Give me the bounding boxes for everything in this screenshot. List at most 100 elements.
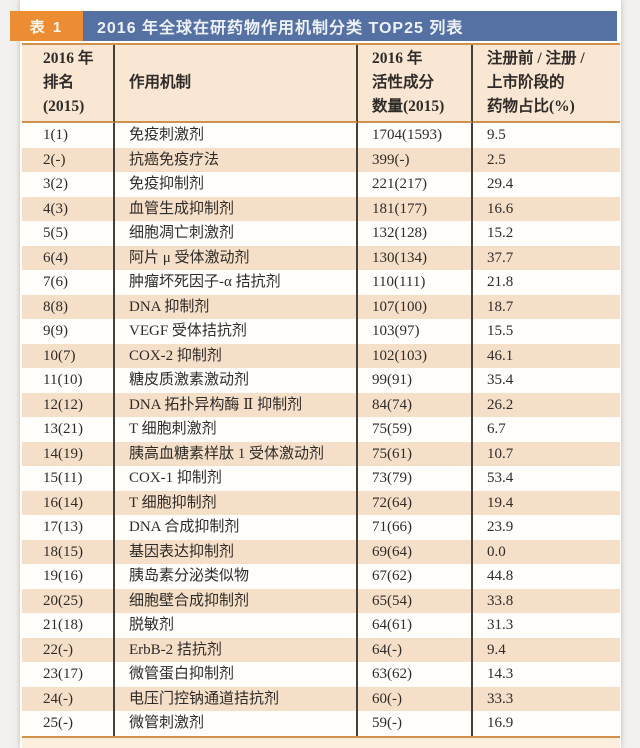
rank-cell: 18(15) xyxy=(22,539,115,564)
mechanism-table: 2016 年 排名 (2015) 作用机制 2016 年 活性成分 数量(201… xyxy=(22,43,620,738)
mechanism-cell: 免疫抑制剂 xyxy=(115,172,358,197)
table-row: 15(11) COX-1 抑制剂 73(79) 53.4 xyxy=(22,466,620,491)
count-cell: 399(-) xyxy=(358,147,473,172)
count-cell: 71(66) xyxy=(358,515,473,540)
count-cell: 181(177) xyxy=(358,196,473,221)
mechanism-cell: 细胞凋亡刺激剂 xyxy=(115,221,358,246)
count-cell: 221(217) xyxy=(358,172,473,197)
mechanism-cell: COX-2 抑制剂 xyxy=(115,343,358,368)
table-row: 25(-) 微管刺激剂 59(-) 16.9 xyxy=(22,711,620,736)
count-cell: 110(111) xyxy=(358,270,473,295)
pct-cell: 44.8 xyxy=(473,564,620,589)
count-cell: 60(-) xyxy=(358,686,473,711)
pct-cell: 16.9 xyxy=(473,711,620,736)
count-cell: 1704(1593) xyxy=(358,123,473,148)
table-area: 2016 年 排名 (2015) 作用机制 2016 年 活性成分 数量(201… xyxy=(22,43,620,748)
count-cell: 59(-) xyxy=(358,711,473,736)
table-row: 1(1) 免疫刺激剂 1704(1593) 9.5 xyxy=(22,123,620,148)
table-row: 22(-) ErbB-2 拮抗剂 64(-) 9.4 xyxy=(22,637,620,662)
mechanism-cell: 细胞壁合成抑制剂 xyxy=(115,588,358,613)
rank-cell: 24(-) xyxy=(22,686,115,711)
mechanism-cell: 胰高血糖素样肽 1 受体激动剂 xyxy=(115,441,358,466)
table-title: 2016 年全球在研药物作用机制分类 TOP25 列表 xyxy=(83,11,617,41)
rank-cell: 8(8) xyxy=(22,294,115,319)
mechanism-cell: DNA 拓扑异构酶 Ⅱ 抑制剂 xyxy=(115,392,358,417)
count-cell: 75(61) xyxy=(358,441,473,466)
rank-cell: 19(16) xyxy=(22,564,115,589)
mechanism-cell: 肿瘤坏死因子-α 拮抗剂 xyxy=(115,270,358,295)
rank-cell: 16(14) xyxy=(22,490,115,515)
pct-cell: 6.7 xyxy=(473,417,620,442)
mechanism-cell: 微管刺激剂 xyxy=(115,711,358,736)
table-row: 19(16) 胰岛素分泌类似物 67(62) 44.8 xyxy=(22,564,620,589)
count-cell: 64(-) xyxy=(358,637,473,662)
pct-cell: 26.2 xyxy=(473,392,620,417)
mechanism-cell: COX-1 抑制剂 xyxy=(115,466,358,491)
rank-cell: 25(-) xyxy=(22,711,115,736)
document-sheet: 2016 年 排名 (2015) 作用机制 2016 年 活性成分 数量(201… xyxy=(20,0,621,748)
count-cell: 107(100) xyxy=(358,294,473,319)
mechanism-cell: 免疫刺激剂 xyxy=(115,123,358,148)
count-cell: 65(54) xyxy=(358,588,473,613)
pct-cell: 46.1 xyxy=(473,343,620,368)
mechanism-cell: 脱敏剂 xyxy=(115,613,358,638)
table-row: 17(13) DNA 合成抑制剂 71(66) 23.9 xyxy=(22,515,620,540)
pct-cell: 31.3 xyxy=(473,613,620,638)
count-cell: 84(74) xyxy=(358,392,473,417)
pct-cell: 29.4 xyxy=(473,172,620,197)
rank-cell: 2(-) xyxy=(22,147,115,172)
rank-cell: 13(21) xyxy=(22,417,115,442)
mechanism-cell: 胰岛素分泌类似物 xyxy=(115,564,358,589)
pct-cell: 15.5 xyxy=(473,319,620,344)
count-cell: 130(134) xyxy=(358,245,473,270)
pct-cell: 16.6 xyxy=(473,196,620,221)
rank-cell: 1(1) xyxy=(22,123,115,148)
pct-cell: 19.4 xyxy=(473,490,620,515)
rank-cell: 6(4) xyxy=(22,245,115,270)
count-cell: 75(59) xyxy=(358,417,473,442)
mechanism-cell: T 细胞刺激剂 xyxy=(115,417,358,442)
rank-cell: 21(18) xyxy=(22,613,115,638)
rank-cell: 23(17) xyxy=(22,662,115,687)
pct-cell: 0.0 xyxy=(473,539,620,564)
table-header: 2016 年 排名 (2015) 作用机制 2016 年 活性成分 数量(201… xyxy=(22,45,620,123)
table-row: 20(25) 细胞壁合成抑制剂 65(54) 33.8 xyxy=(22,588,620,613)
table-row: 16(14) T 细胞抑制剂 72(64) 19.4 xyxy=(22,490,620,515)
mechanism-cell: 糖皮质激素激动剂 xyxy=(115,368,358,393)
mechanism-cell: 血管生成抑制剂 xyxy=(115,196,358,221)
mechanism-cell: 抗癌免疫疗法 xyxy=(115,147,358,172)
table-row: 10(7) COX-2 抑制剂 102(103) 46.1 xyxy=(22,343,620,368)
column-header-rank: 2016 年 排名 (2015) xyxy=(22,45,115,123)
pct-cell: 53.4 xyxy=(473,466,620,491)
rank-cell: 5(5) xyxy=(22,221,115,246)
column-header-mechanism: 作用机制 xyxy=(115,45,358,123)
rank-cell: 11(10) xyxy=(22,368,115,393)
mechanism-cell: VEGF 受体拮抗剂 xyxy=(115,319,358,344)
rank-cell: 7(6) xyxy=(22,270,115,295)
count-cell: 132(128) xyxy=(358,221,473,246)
mechanism-cell: 微管蛋白抑制剂 xyxy=(115,662,358,687)
mechanism-cell: T 细胞抑制剂 xyxy=(115,490,358,515)
table-row: 7(6) 肿瘤坏死因子-α 拮抗剂 110(111) 21.8 xyxy=(22,270,620,295)
pct-cell: 35.4 xyxy=(473,368,620,393)
mechanism-cell: 阿片 μ 受体激动剂 xyxy=(115,245,358,270)
rank-cell: 14(19) xyxy=(22,441,115,466)
rank-cell: 15(11) xyxy=(22,466,115,491)
mechanism-cell: DNA 合成抑制剂 xyxy=(115,515,358,540)
rank-cell: 10(7) xyxy=(22,343,115,368)
pct-cell: 18.7 xyxy=(473,294,620,319)
table-row: 6(4) 阿片 μ 受体激动剂 130(134) 37.7 xyxy=(22,245,620,270)
table-row: 5(5) 细胞凋亡刺激剂 132(128) 15.2 xyxy=(22,221,620,246)
rank-cell: 22(-) xyxy=(22,637,115,662)
count-cell: 72(64) xyxy=(358,490,473,515)
rank-cell: 3(2) xyxy=(22,172,115,197)
pct-cell: 33.8 xyxy=(473,588,620,613)
table-row: 23(17) 微管蛋白抑制剂 63(62) 14.3 xyxy=(22,662,620,687)
table-row: 21(18) 脱敏剂 64(61) 31.3 xyxy=(22,613,620,638)
table-row: 4(3) 血管生成抑制剂 181(177) 16.6 xyxy=(22,196,620,221)
rank-cell: 17(13) xyxy=(22,515,115,540)
rank-cell: 9(9) xyxy=(22,319,115,344)
pct-cell: 9.4 xyxy=(473,637,620,662)
pct-cell: 15.2 xyxy=(473,221,620,246)
rank-cell: 12(12) xyxy=(22,392,115,417)
